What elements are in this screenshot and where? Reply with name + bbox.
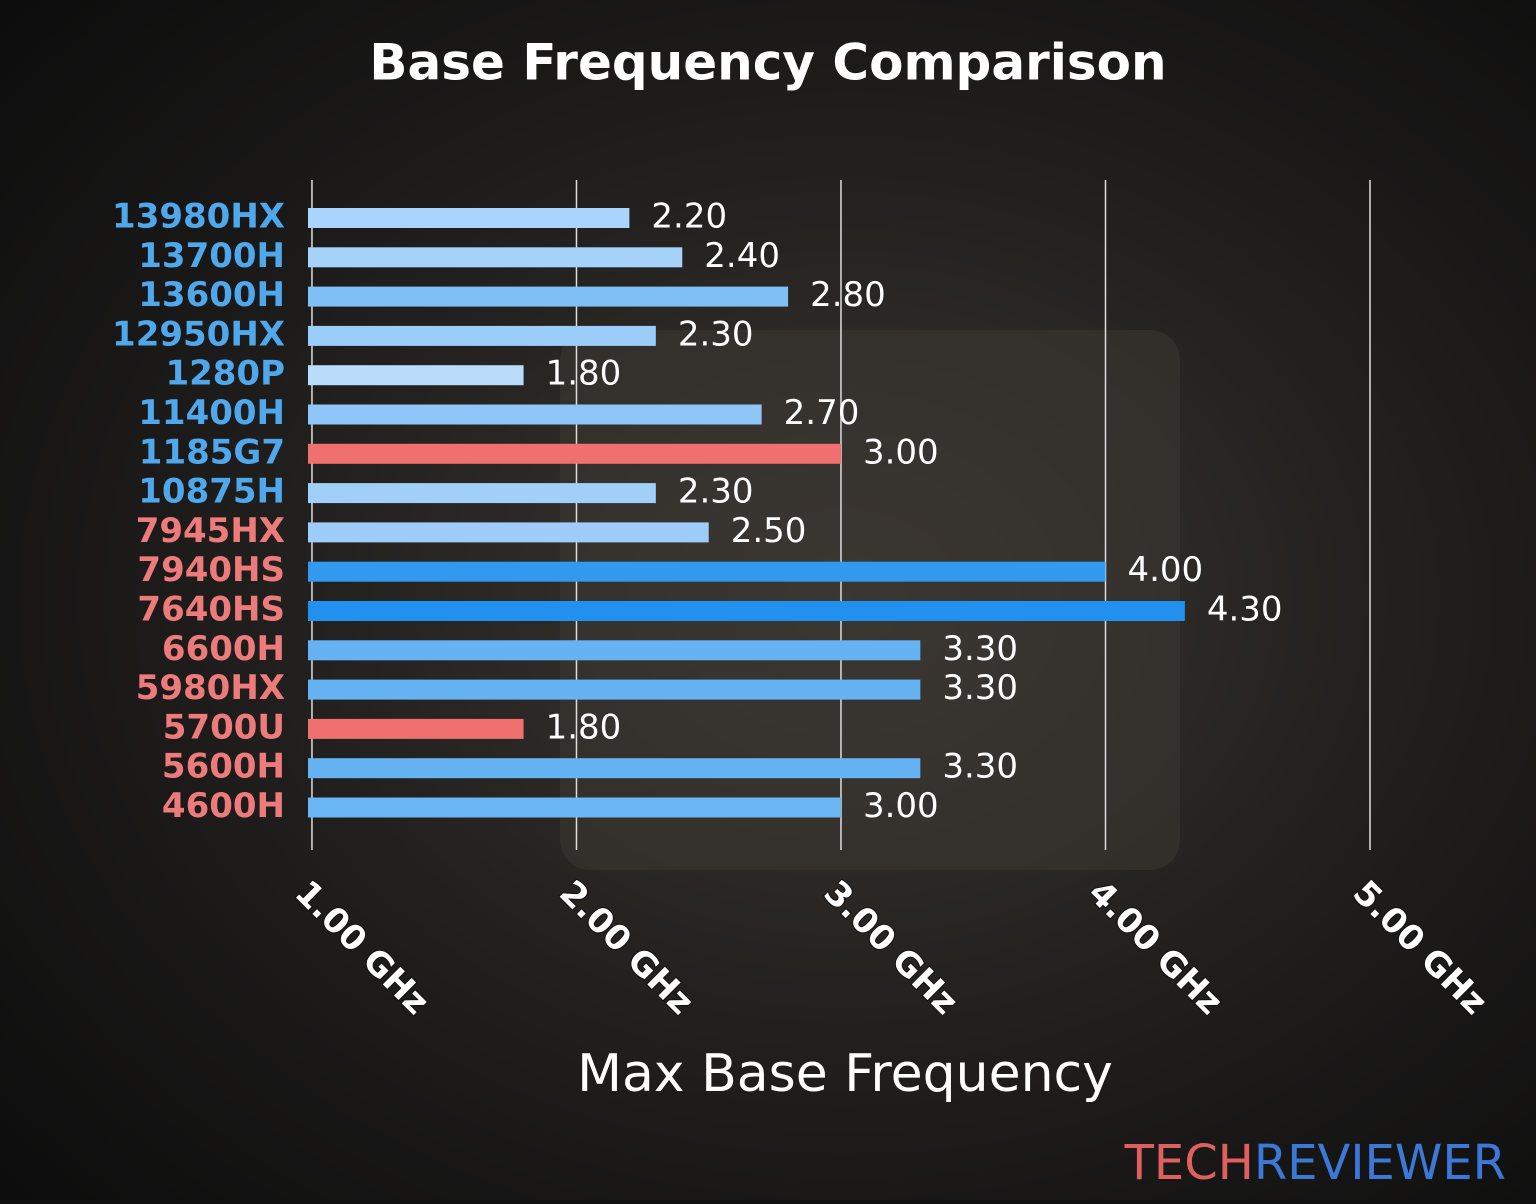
bar — [308, 208, 630, 228]
value-label: 3.00 — [863, 786, 939, 826]
brand-tech: TECH — [1124, 1135, 1254, 1191]
y-tick-label: 13700H — [138, 236, 285, 276]
y-tick-label: 1185G7 — [139, 432, 285, 472]
value-label: 4.30 — [1207, 590, 1283, 630]
value-label: 3.30 — [942, 668, 1018, 708]
bar — [308, 679, 921, 700]
background-chip — [560, 330, 1180, 870]
value-label: 2.40 — [704, 236, 780, 276]
y-tick-label: 13600H — [138, 275, 285, 315]
bar — [308, 758, 921, 779]
y-tick-label: 4600H — [162, 786, 285, 826]
y-tick-label: 5600H — [162, 747, 285, 787]
value-label: 3.30 — [942, 747, 1018, 787]
chart-title: Base Frequency Comparison — [369, 34, 1166, 92]
bar — [308, 601, 1185, 621]
value-label: 1.80 — [546, 354, 622, 394]
y-tick-label: 1280P — [165, 354, 285, 394]
value-label: 2.70 — [784, 393, 860, 433]
bar — [308, 286, 789, 307]
bar — [308, 404, 762, 425]
value-label: 4.00 — [1127, 550, 1203, 590]
y-tick-label: 13980HX — [112, 197, 285, 237]
value-label: 2.30 — [678, 472, 754, 512]
brand: TECHREVIEWER — [1124, 1135, 1506, 1191]
bar — [308, 247, 683, 268]
y-tick-label: 7940HS — [137, 550, 285, 590]
y-tick-label: 7945HX — [136, 511, 285, 551]
bar — [308, 561, 1106, 582]
y-tick-label: 10875H — [138, 472, 285, 512]
y-tick-label: 12950HX — [112, 314, 285, 354]
bar — [308, 522, 709, 543]
value-label: 2.50 — [731, 511, 807, 551]
bar — [308, 443, 841, 464]
y-tick-label: 6600H — [162, 629, 285, 669]
bar — [308, 718, 524, 739]
y-tick-label: 5700U — [163, 707, 285, 747]
y-tick-label: 7640HS — [137, 590, 285, 630]
bar — [308, 640, 921, 661]
value-label: 2.80 — [810, 275, 886, 315]
bar — [308, 325, 656, 346]
value-label: 3.00 — [863, 432, 939, 472]
value-label: 2.30 — [678, 314, 754, 354]
x-axis-label: Max Base Frequency — [577, 1044, 1113, 1104]
bar — [308, 483, 656, 504]
value-label: 2.20 — [651, 197, 727, 237]
y-tick-label: 5980HX — [136, 668, 285, 708]
bar — [308, 797, 841, 818]
bar — [308, 365, 524, 386]
value-label: 1.80 — [546, 707, 622, 747]
y-tick-label: 11400H — [138, 393, 285, 433]
value-label: 3.30 — [942, 629, 1018, 669]
brand-reviewer: REVIEWER — [1254, 1135, 1506, 1191]
